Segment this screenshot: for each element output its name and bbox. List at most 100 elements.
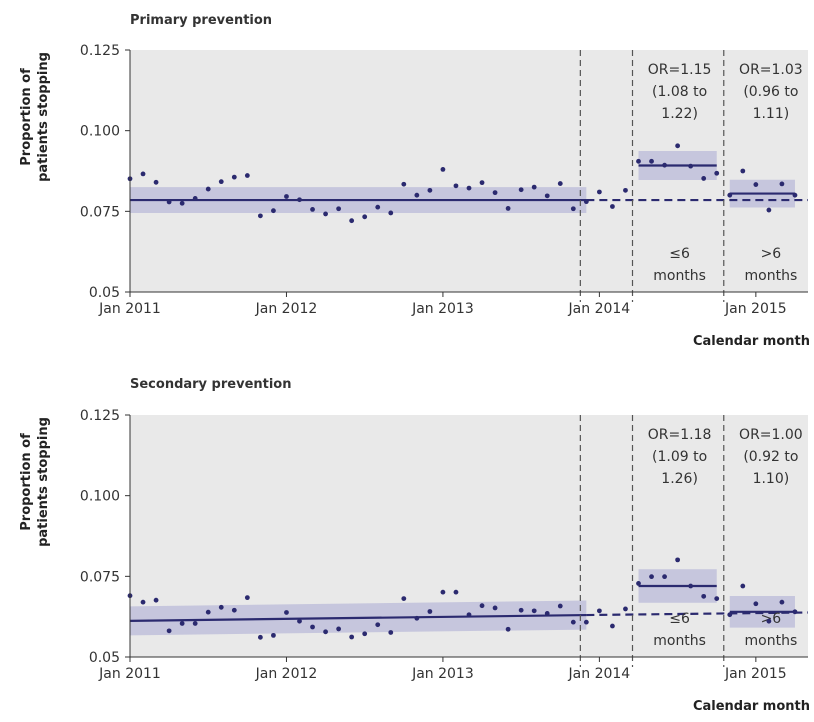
data-point <box>753 601 759 607</box>
y-axis-label-line1-secondary: Proportion of <box>19 433 34 531</box>
data-point <box>362 631 368 637</box>
annotation-text: (0.96 to <box>743 84 798 100</box>
data-point <box>205 186 211 192</box>
annotation-text: >6 <box>761 611 782 627</box>
annotation-text: (1.09 to <box>652 449 707 465</box>
y-tick-label: 0.075 <box>80 569 120 585</box>
data-point <box>544 611 550 616</box>
data-point <box>427 609 433 614</box>
data-point <box>231 607 237 613</box>
data-point <box>544 193 550 199</box>
x-tick-label: Jan 2011 <box>98 666 161 682</box>
data-point <box>440 589 446 595</box>
data-point <box>492 605 498 611</box>
y-tick-label: 0.125 <box>80 408 120 424</box>
panel-title-primary: Primary prevention <box>130 13 272 28</box>
data-point <box>740 583 746 589</box>
data-point <box>792 192 798 198</box>
y-axis-label-line2-secondary: patients stopping <box>36 417 51 547</box>
data-point <box>349 218 355 224</box>
x-tick-label: Jan 2014 <box>568 301 631 317</box>
data-point <box>153 179 159 185</box>
data-point <box>531 184 537 190</box>
data-point <box>505 626 511 632</box>
data-point <box>323 629 328 635</box>
y-tick-label: 0.125 <box>80 43 120 59</box>
data-point <box>557 603 563 609</box>
data-point <box>218 179 224 185</box>
data-point <box>727 612 733 618</box>
data-point <box>336 206 342 212</box>
data-point <box>753 182 759 187</box>
data-point <box>440 166 446 172</box>
data-point <box>518 187 524 193</box>
data-point <box>166 199 172 205</box>
x-tick-label: Jan 2012 <box>255 301 318 317</box>
y-axis-label-line2-primary: patients stopping <box>36 52 51 182</box>
data-point <box>557 181 563 186</box>
data-point <box>140 171 146 177</box>
data-point <box>570 206 576 212</box>
x-tick-label: Jan 2015 <box>724 666 787 682</box>
data-point <box>401 181 407 187</box>
data-point <box>244 595 250 601</box>
data-point <box>414 192 420 198</box>
annotation-text: 1.26) <box>661 471 698 487</box>
data-point <box>492 190 498 196</box>
data-point <box>727 192 733 198</box>
data-point <box>505 206 511 211</box>
data-point <box>192 196 198 201</box>
fitted-trend-line <box>129 613 587 622</box>
y-axis-label-line1-primary: Proportion of <box>19 68 34 166</box>
annotation-text: 1.22) <box>661 106 698 122</box>
annotation-text: OR=1.03 <box>739 62 803 78</box>
data-point <box>388 210 394 216</box>
annotation-text: months <box>745 633 798 649</box>
data-point <box>323 211 328 217</box>
y-tick-label: 0.100 <box>80 124 120 140</box>
data-point <box>375 622 381 628</box>
data-point <box>688 163 694 169</box>
annotation-text: >6 <box>761 246 782 262</box>
data-point <box>740 168 746 174</box>
data-point <box>205 609 211 615</box>
data-point <box>636 158 641 164</box>
data-point <box>414 615 420 621</box>
data-point <box>153 597 159 603</box>
data-point <box>166 628 172 634</box>
annotation-text: months <box>653 633 706 649</box>
data-point <box>257 634 263 640</box>
annotation-text: OR=1.15 <box>648 62 712 78</box>
data-point <box>310 624 315 630</box>
data-point <box>192 621 198 626</box>
data-point <box>649 158 654 164</box>
annotation-text: ≤6 <box>669 246 690 262</box>
data-point <box>610 623 615 629</box>
y-tick-label: 0.100 <box>80 489 120 505</box>
data-point <box>583 619 589 625</box>
data-point <box>231 174 237 180</box>
data-point <box>596 608 602 614</box>
data-point <box>218 604 224 610</box>
data-point <box>466 612 472 618</box>
data-point <box>531 608 537 614</box>
x-tick-label: Jan 2013 <box>411 301 474 317</box>
data-point <box>453 589 459 595</box>
data-point <box>688 583 694 589</box>
data-point <box>271 208 276 214</box>
y-tick-label: 0.05 <box>89 285 120 301</box>
x-tick-label: Jan 2013 <box>411 666 474 682</box>
data-point <box>310 206 315 212</box>
data-point <box>362 214 368 220</box>
annotation-text: 1.10) <box>753 471 790 487</box>
x-axis-label-primary: Calendar month <box>693 334 810 349</box>
data-point <box>479 180 485 186</box>
data-point <box>297 197 302 203</box>
data-point <box>349 634 355 640</box>
annotation-text: (0.92 to <box>743 449 798 465</box>
data-point <box>675 557 681 563</box>
annotation-text: ≤6 <box>669 611 690 627</box>
data-point <box>701 176 707 181</box>
